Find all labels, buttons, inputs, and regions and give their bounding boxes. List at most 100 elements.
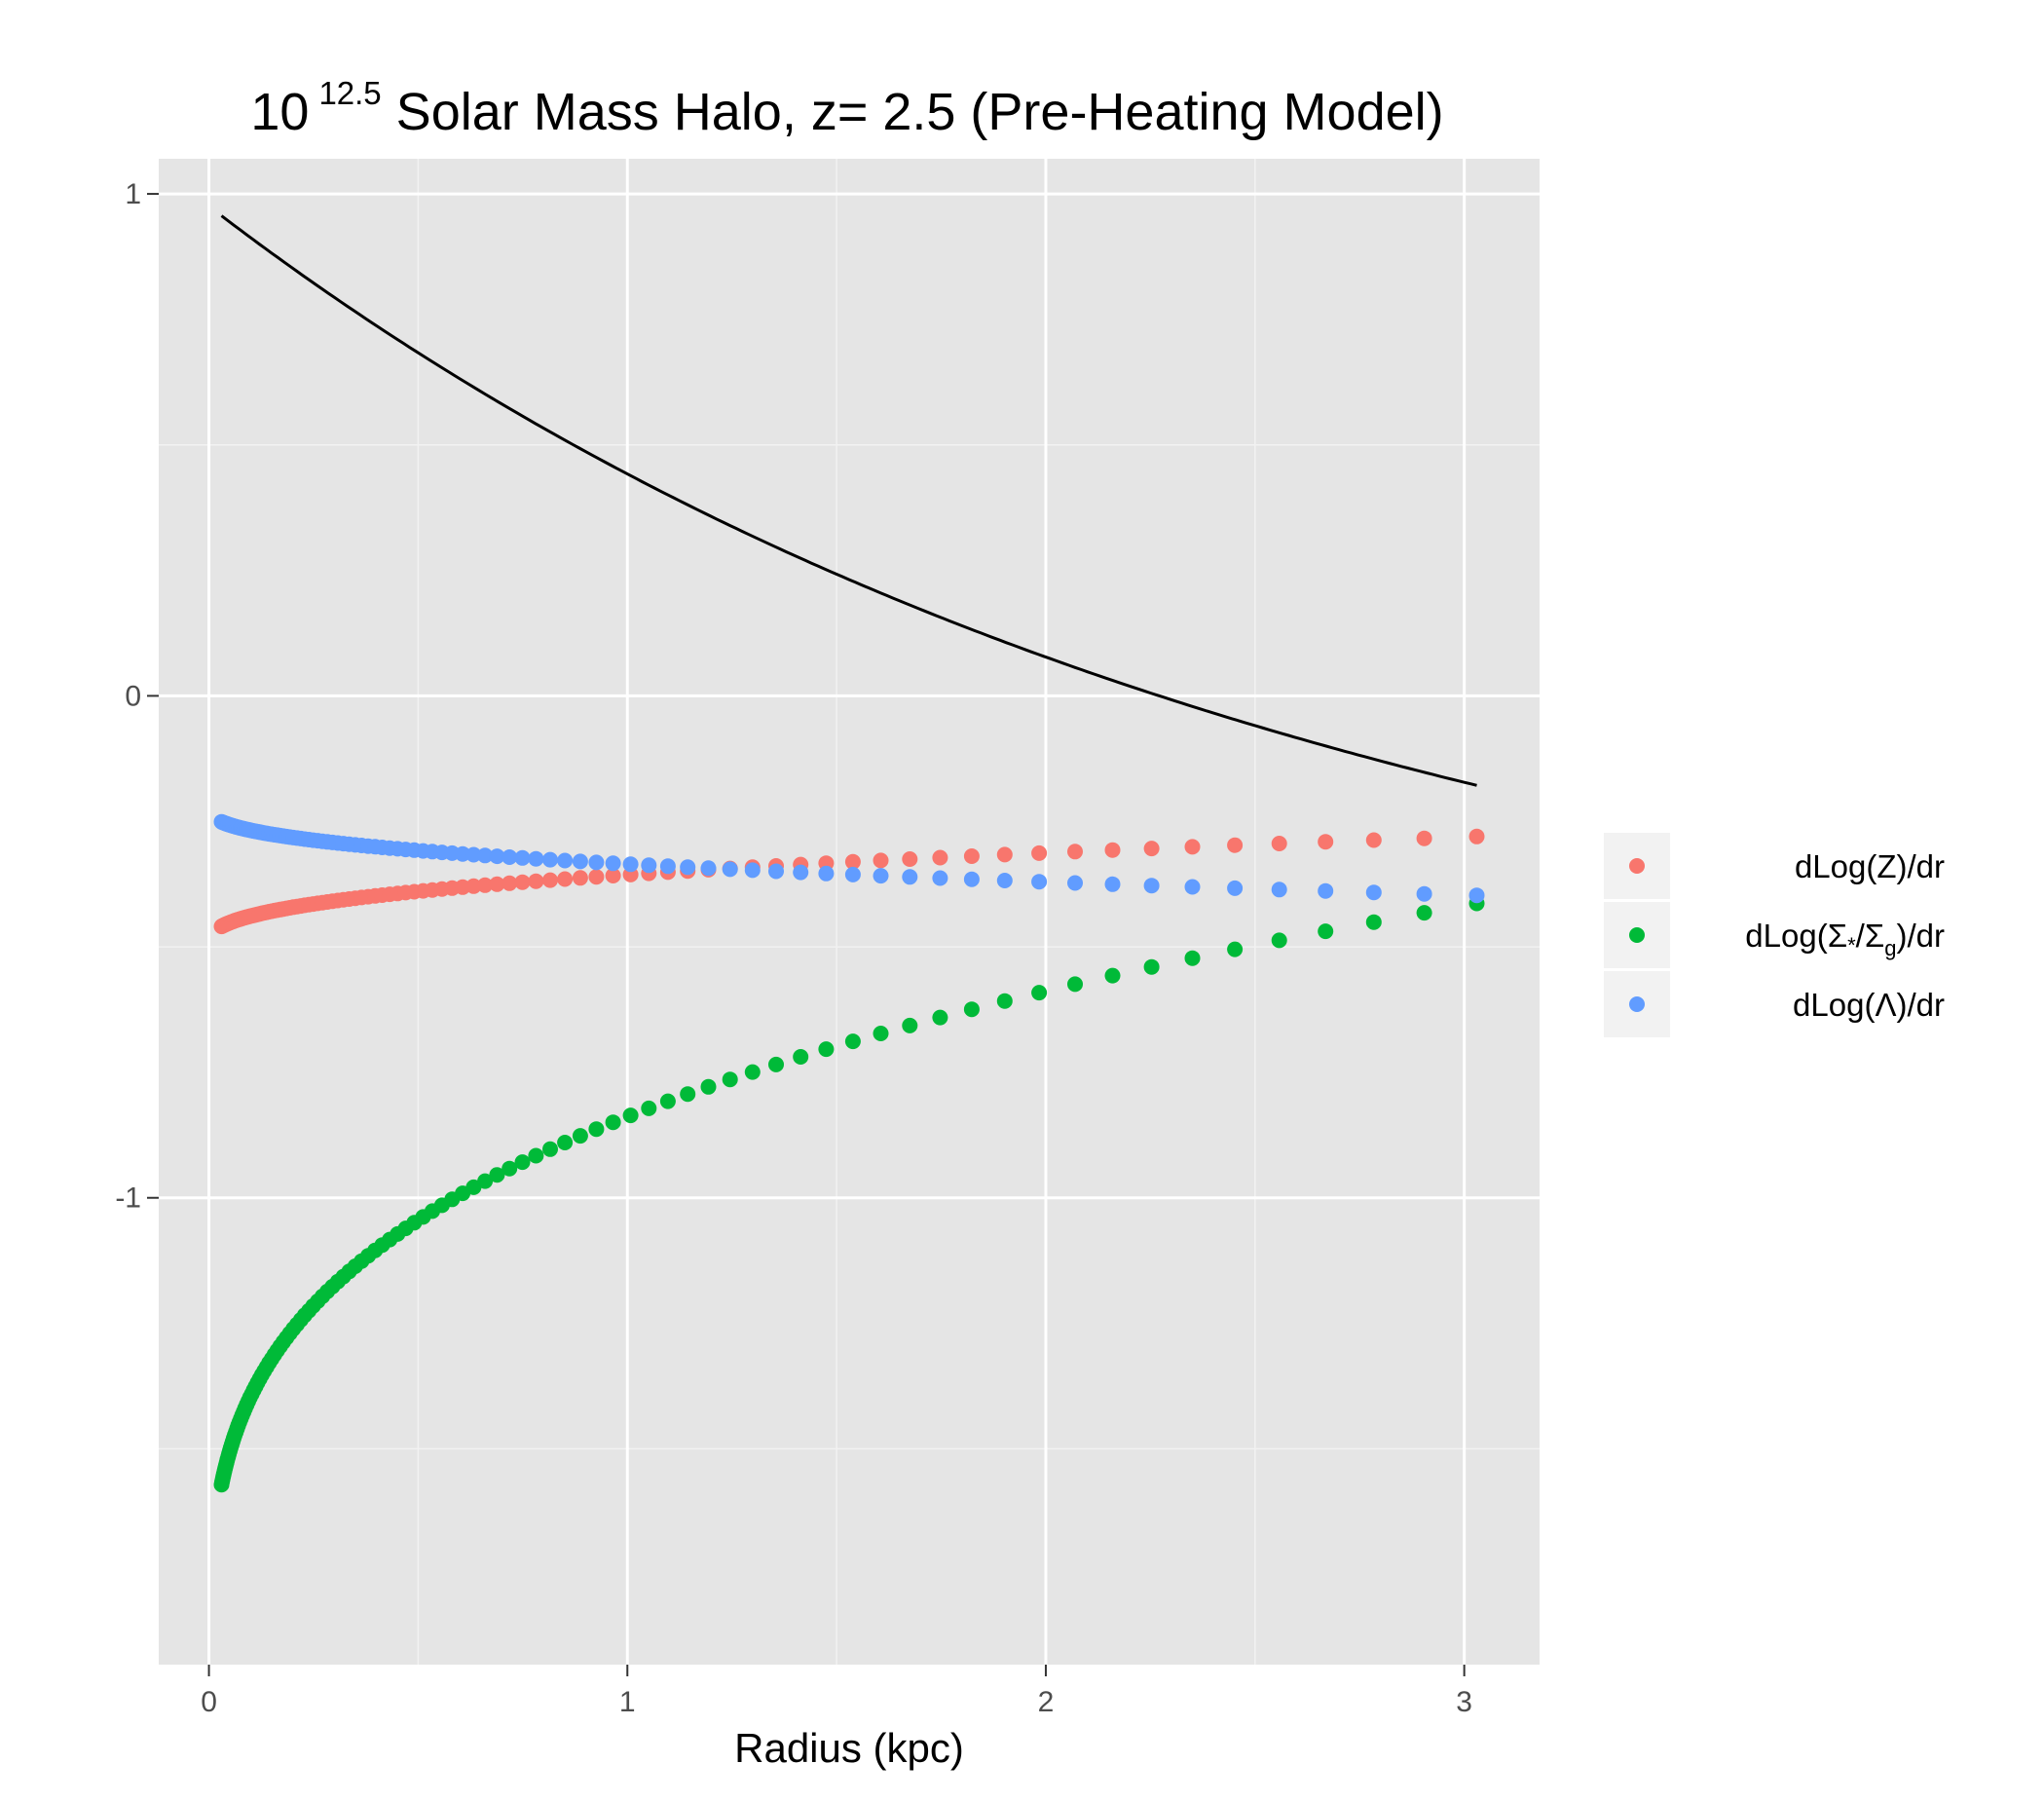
legend-sigma-mid: /Σ <box>1856 918 1885 954</box>
title-exponent: 12.5 <box>318 75 381 111</box>
data-point <box>1143 958 1160 975</box>
data-point <box>873 852 889 869</box>
data-point <box>588 1121 605 1138</box>
data-point <box>1184 879 1201 895</box>
data-point <box>542 872 558 888</box>
data-point <box>932 1009 948 1026</box>
data-point <box>1227 837 1244 853</box>
data-point <box>477 877 494 893</box>
data-point <box>996 873 1013 888</box>
data-point <box>465 878 482 894</box>
data-point <box>514 849 531 866</box>
black-curve-line <box>220 214 1477 787</box>
series-points-1 <box>213 895 1485 1493</box>
legend-sigma-sub1: * <box>1847 933 1856 957</box>
data-point <box>1416 885 1432 902</box>
data-point <box>542 851 558 868</box>
data-point <box>588 869 605 885</box>
series-points-2 <box>213 813 1485 904</box>
data-point <box>996 993 1013 1009</box>
y-tick-label: 1 <box>125 178 141 210</box>
legend-sigma-base: dLog(Σ <box>1745 918 1847 954</box>
data-point <box>489 848 505 865</box>
data-point <box>1318 923 1334 940</box>
legend-label-z: dLog(Z)/dr <box>1795 848 1945 884</box>
x-tick-label: 2 <box>1038 1686 1055 1718</box>
data-point <box>502 1160 518 1177</box>
data-point <box>465 846 482 863</box>
data-point <box>818 865 835 882</box>
data-point <box>768 1056 784 1072</box>
data-point <box>605 855 621 872</box>
data-point <box>1104 967 1121 984</box>
data-point <box>502 849 518 865</box>
data-point <box>1271 932 1287 949</box>
data-point <box>700 860 717 877</box>
x-axis-title: Radius (kpc) <box>734 1725 964 1771</box>
data-point <box>1365 884 1382 901</box>
data-point <box>1104 876 1121 892</box>
data-point <box>996 846 1013 863</box>
legend-key-lambda <box>1629 996 1645 1012</box>
data-point <box>465 1179 482 1195</box>
data-point <box>514 874 531 890</box>
data-point <box>588 854 605 871</box>
data-point <box>793 1049 809 1065</box>
legend-sigma-sub2: g <box>1884 936 1896 960</box>
data-point <box>1227 880 1244 896</box>
data-point <box>1365 914 1382 930</box>
y-tick-label: -1 <box>115 1182 141 1215</box>
data-point <box>1143 841 1160 857</box>
data-point <box>680 859 696 876</box>
data-point <box>1031 844 1048 861</box>
data-point <box>1184 839 1201 855</box>
data-point <box>1184 950 1201 966</box>
data-point <box>502 875 518 891</box>
data-point <box>489 1167 505 1183</box>
data-point <box>744 1064 761 1080</box>
data-point <box>844 866 861 882</box>
data-point <box>1104 842 1121 858</box>
data-point <box>622 1107 639 1124</box>
data-point <box>528 1147 544 1164</box>
data-point <box>1318 882 1334 899</box>
data-point <box>844 853 861 870</box>
data-point <box>932 870 948 886</box>
y-axis: -1 0 1 <box>115 178 159 1215</box>
x-tick-label: 3 <box>1456 1686 1472 1718</box>
data-point <box>793 864 809 881</box>
data-point <box>844 1033 861 1050</box>
data-point <box>1031 985 1048 1001</box>
data-point <box>477 1173 494 1189</box>
data-point <box>902 851 918 867</box>
data-point <box>1468 828 1485 844</box>
data-point <box>873 868 889 884</box>
data-point <box>477 847 494 864</box>
data-points <box>213 813 1485 1493</box>
title-rest: Solar Mass Halo, z= 2.5 (Pre-Heating Mod… <box>382 83 1444 141</box>
data-point <box>963 1001 980 1018</box>
data-point <box>572 853 588 870</box>
minor-grid <box>159 159 1540 1665</box>
data-point <box>963 848 980 864</box>
data-point <box>528 873 544 889</box>
title-base: 10 <box>250 83 309 141</box>
data-point <box>873 1026 889 1041</box>
data-point <box>1416 830 1432 846</box>
x-axis: 0 1 2 3 <box>201 1665 1472 1718</box>
data-point <box>622 856 639 873</box>
data-point <box>641 1100 657 1116</box>
legend: dLog(Z)/dr dLog(Σ*/Σg)/dr dLog(Λ)/dr <box>1604 833 1945 1037</box>
x-tick-label: 0 <box>201 1686 217 1718</box>
data-point <box>1318 834 1334 850</box>
data-point <box>1143 878 1160 894</box>
data-point <box>1271 836 1287 851</box>
data-point <box>768 863 784 880</box>
data-point <box>1365 832 1382 848</box>
data-point <box>489 876 505 892</box>
data-point <box>605 1114 621 1131</box>
data-point <box>744 862 761 879</box>
data-point <box>1031 874 1048 890</box>
legend-key-sigma <box>1629 927 1645 943</box>
